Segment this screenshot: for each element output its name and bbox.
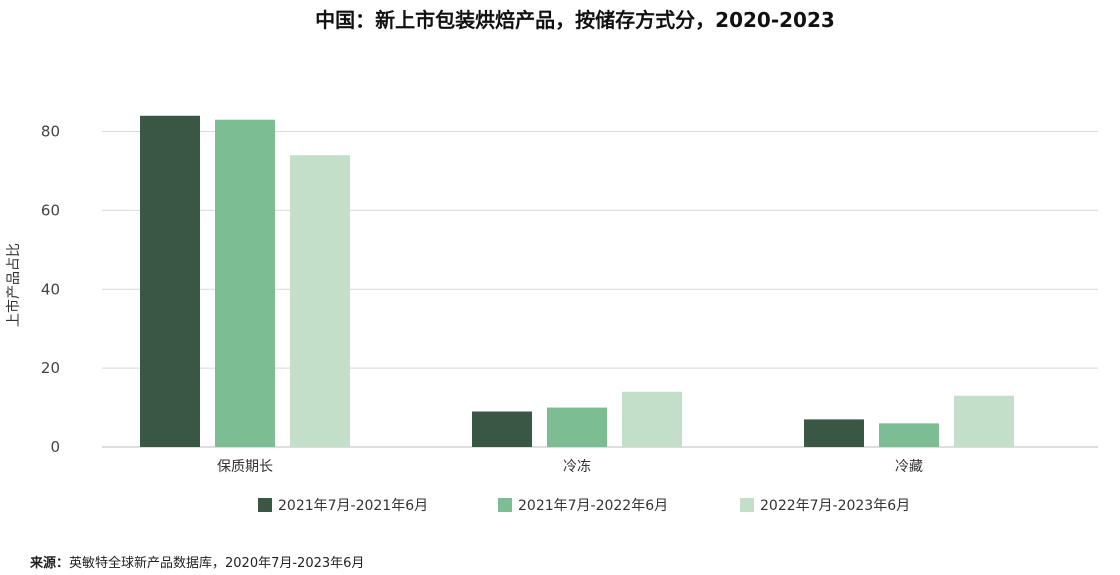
y-tick-label: 80 bbox=[41, 123, 60, 141]
legend-swatch bbox=[740, 498, 754, 512]
legend: 2021年7月-2021年6月 2021年7月-2022年6月 2022年7月-20… bbox=[258, 498, 910, 514]
source-text: 英敏特全球新产品数据库，2020年7月-2023年6月 bbox=[69, 555, 364, 571]
y-tick-label: 60 bbox=[41, 201, 60, 219]
bar-3-3 bbox=[954, 395, 1014, 447]
legend-label: 2021年7月-2021年6月 bbox=[278, 498, 428, 514]
chart-title: 中国：新上市包装烘焙产品，按储存方式分，2020-2023 bbox=[315, 8, 835, 32]
y-axis-label: 上市产品占比 bbox=[5, 243, 22, 327]
x-category-label: 保质期长 bbox=[217, 459, 273, 475]
bar-1-2 bbox=[472, 411, 532, 447]
x-category-label: 冷藏 bbox=[895, 459, 923, 475]
y-axis-ticks: 0 20 40 60 80 bbox=[41, 123, 60, 456]
bar-3-1 bbox=[290, 155, 350, 448]
legend-label: 2022年7月-2023年6月 bbox=[760, 498, 910, 514]
legend-label: 2021年7月-2022年6月 bbox=[518, 498, 668, 514]
legend-swatch bbox=[258, 498, 272, 512]
bar-2-1 bbox=[215, 119, 275, 447]
bar-2-3 bbox=[879, 423, 939, 447]
bar-2-2 bbox=[547, 407, 607, 447]
bar-1-3 bbox=[804, 419, 864, 447]
y-tick-label: 20 bbox=[41, 359, 60, 377]
bars bbox=[140, 115, 1014, 448]
y-tick-label: 0 bbox=[50, 438, 60, 456]
bar-3-2 bbox=[622, 391, 682, 447]
x-category-label: 冷冻 bbox=[563, 458, 591, 475]
source-prefix: 来源： bbox=[29, 555, 69, 571]
bar-1-1 bbox=[140, 115, 200, 447]
source-note: 来源：英敏特全球新产品数据库，2020年7月-2023年6月 bbox=[29, 555, 364, 571]
y-tick-label: 40 bbox=[41, 280, 60, 298]
legend-swatch bbox=[498, 498, 512, 512]
x-axis-categories: 保质期长 冷冻 冷藏 bbox=[217, 458, 923, 475]
